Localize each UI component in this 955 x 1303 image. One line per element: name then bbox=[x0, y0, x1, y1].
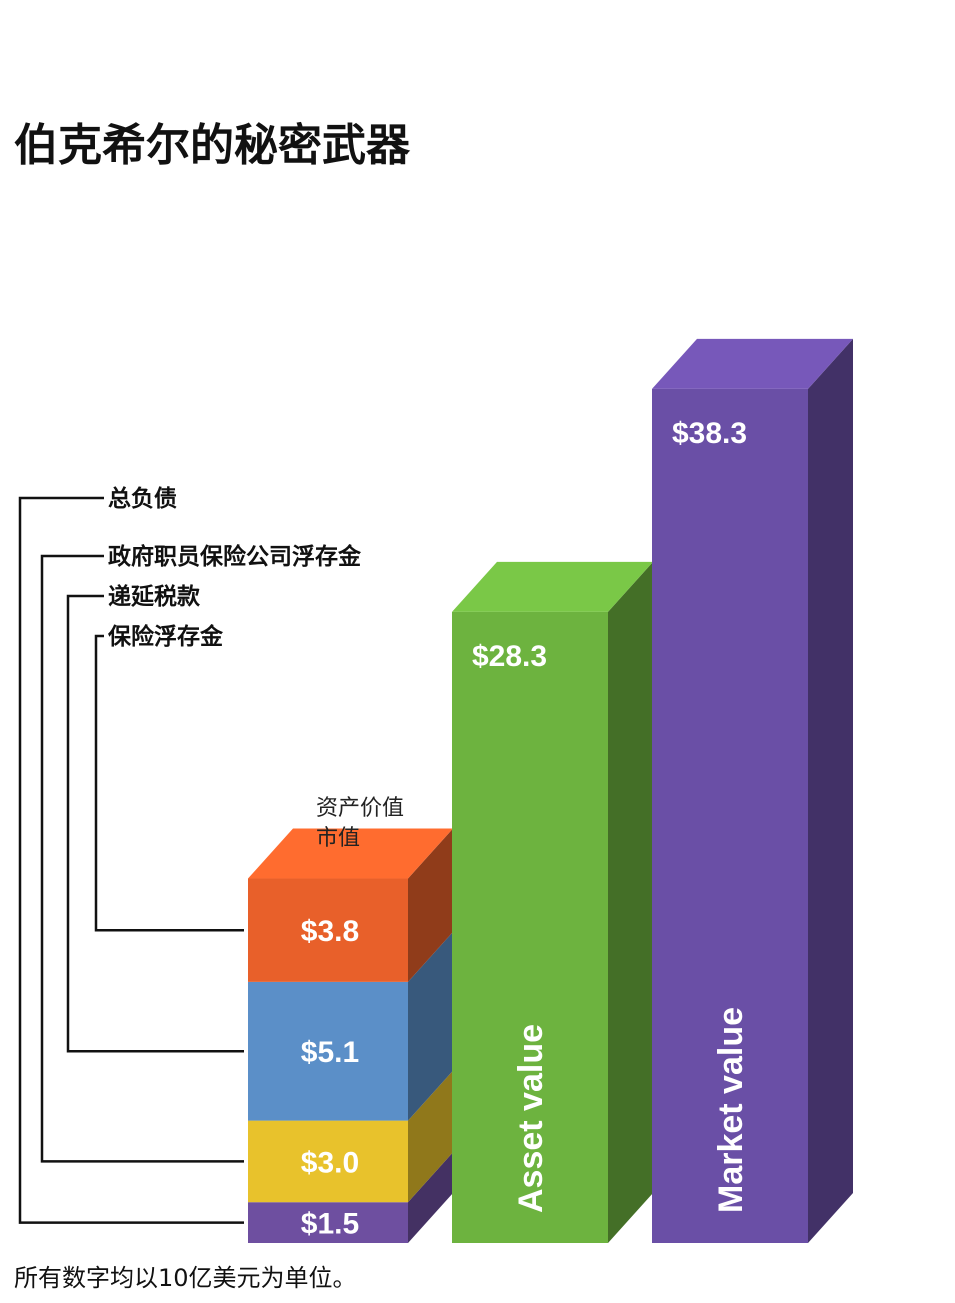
stack-segment-insurance-float bbox=[248, 828, 453, 982]
legend-deferred-taxes-leader bbox=[66, 594, 244, 1053]
bar-asset-value-side bbox=[608, 561, 653, 1243]
stack-segment-insurance-float-front bbox=[248, 878, 408, 982]
stack-segment-insurance-float-side bbox=[408, 828, 453, 982]
stack-segment-total-liabilities bbox=[248, 1152, 453, 1243]
legend-total-liabilities-leader bbox=[18, 496, 244, 1224]
stack-segment-deferred-taxes bbox=[248, 931, 453, 1121]
stack-segment-deferred-taxes-label: $5.1 bbox=[301, 1036, 359, 1069]
stack-segment-geico-float-front bbox=[248, 1120, 408, 1203]
stack-segment-geico-float bbox=[248, 1070, 453, 1203]
stack-segment-total-liabilities-side bbox=[408, 1152, 453, 1243]
legend-total-liabilities-label: 总负债 bbox=[108, 485, 177, 512]
stack-segment-deferred-taxes-front bbox=[248, 981, 408, 1121]
bar-asset-value-value-label: $28.3 bbox=[472, 640, 547, 673]
bar-asset-value bbox=[452, 561, 653, 1243]
bar-market-value bbox=[652, 338, 853, 1243]
bar-market-value-front bbox=[652, 388, 808, 1243]
legend-deferred-taxes-label: 递延税款 bbox=[108, 583, 201, 610]
stack-caption-line2: 市值 bbox=[316, 826, 360, 851]
legend-geico-float-leader bbox=[40, 554, 244, 1163]
chart-title: 伯克希尔的秘密武器 bbox=[14, 120, 411, 171]
legend-leader-lines bbox=[18, 496, 244, 1224]
stack-segment-geico-float-label: $3.0 bbox=[301, 1146, 359, 1179]
bars-group: $1.5 $3.0 $5.1 $3.8 $28.3 Asset value $38.3 Mar… bbox=[248, 338, 853, 1243]
stack-segment-deferred-taxes-side bbox=[408, 931, 453, 1121]
footnote: 所有数字均以10亿美元为单位。 bbox=[14, 1264, 357, 1292]
bar-market-value-value-label: $38.3 bbox=[672, 417, 747, 450]
bar-market-value-name: Market value bbox=[712, 1007, 750, 1213]
legend-insurance-float-label: 保险浮存金 bbox=[107, 623, 224, 650]
stack-segment-insurance-float-top bbox=[248, 828, 453, 879]
bar-asset-value-front bbox=[452, 611, 608, 1243]
legend-geico-float-label: 政府职员保险公司浮存金 bbox=[108, 543, 362, 570]
bar-asset-value-top bbox=[452, 561, 653, 612]
stack-segment-geico-float-side bbox=[408, 1070, 453, 1203]
bar-market-value-top bbox=[652, 338, 853, 389]
stack-caption-line1: 资产价值 bbox=[316, 796, 404, 821]
stack-segment-insurance-float-label: $3.8 bbox=[301, 915, 359, 948]
stack-segment-total-liabilities-label: $1.5 bbox=[301, 1208, 359, 1241]
bar-asset-value-name: Asset value bbox=[512, 1024, 550, 1213]
legend-insurance-float-leader bbox=[94, 634, 244, 932]
bar-market-value-side bbox=[808, 338, 853, 1243]
stack-segment-total-liabilities-front bbox=[248, 1202, 408, 1243]
